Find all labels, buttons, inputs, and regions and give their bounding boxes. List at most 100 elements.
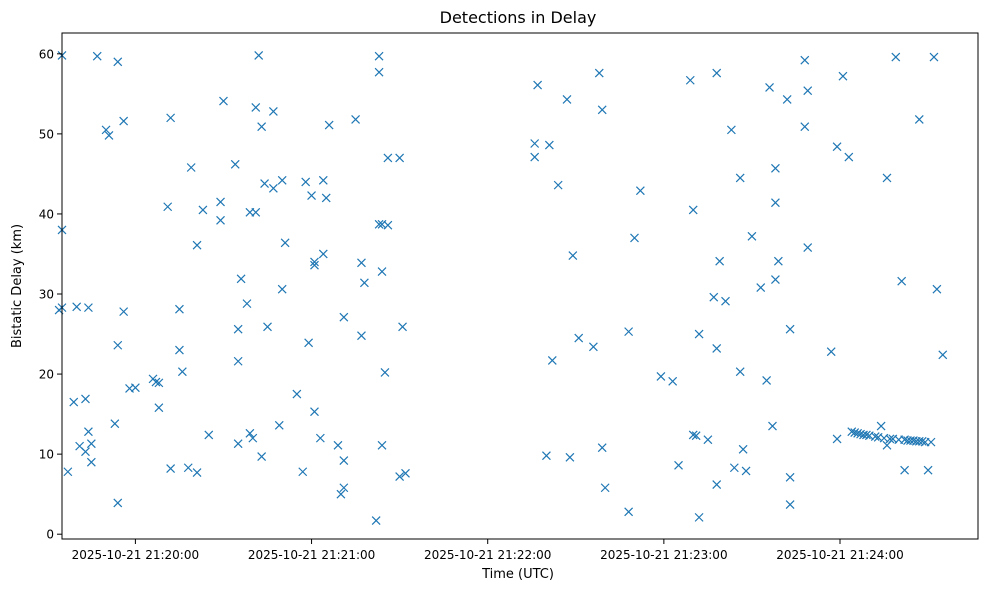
data-point	[119, 307, 129, 317]
data-point	[86, 457, 96, 467]
data-point	[735, 173, 745, 183]
data-point	[63, 467, 73, 477]
data-point	[882, 173, 892, 183]
data-point	[533, 80, 543, 90]
data-point	[530, 139, 540, 148]
data-point	[301, 177, 311, 187]
data-point	[186, 163, 196, 172]
data-point	[938, 350, 948, 360]
data-point	[726, 125, 736, 135]
data-point	[568, 251, 578, 261]
data-point	[691, 431, 701, 441]
data-point	[832, 434, 842, 444]
data-point	[729, 463, 739, 473]
data-point	[926, 437, 936, 447]
data-point	[260, 179, 270, 188]
data-point	[624, 507, 634, 517]
data-point	[850, 428, 860, 437]
data-point	[870, 432, 880, 441]
data-point	[177, 367, 187, 377]
data-point	[216, 197, 225, 207]
data-point	[254, 50, 264, 60]
y-axis-ticks: 0 10 20 30 40 50 60	[39, 47, 62, 542]
data-point	[113, 57, 123, 67]
data-point	[204, 430, 214, 440]
data-point	[263, 322, 272, 332]
data-point	[703, 435, 713, 445]
data-point	[553, 180, 563, 190]
data-point	[398, 322, 407, 332]
data-point	[113, 340, 123, 350]
x-tick-label: 2025-10-21 21:21:00	[248, 548, 375, 562]
data-point	[574, 333, 584, 343]
data-point	[339, 456, 349, 465]
data-point	[785, 472, 795, 482]
data-point	[236, 274, 246, 284]
data-point	[838, 71, 848, 81]
data-point	[83, 303, 93, 313]
data-point	[374, 219, 384, 229]
data-point	[770, 163, 780, 173]
data-point	[383, 153, 393, 163]
data-point	[891, 52, 901, 62]
chart-title: Detections in Delay	[440, 8, 597, 27]
data-point	[785, 324, 795, 334]
data-point	[277, 284, 287, 294]
data-point	[130, 383, 140, 393]
data-point	[154, 403, 164, 413]
data-point	[251, 207, 261, 217]
x-tick-label: 2025-10-21 21:22:00	[424, 548, 551, 562]
data-point	[81, 447, 90, 457]
data-point	[541, 451, 551, 461]
data-point	[862, 430, 871, 440]
data-point	[101, 125, 111, 135]
data-point	[932, 284, 942, 294]
data-point	[298, 467, 308, 477]
data-point	[307, 191, 316, 200]
y-axis-label: Bistatic Delay (km)	[10, 224, 25, 348]
data-point	[832, 142, 842, 152]
data-point	[395, 472, 405, 481]
data-point	[371, 516, 381, 526]
data-point	[104, 131, 114, 140]
data-point	[656, 372, 666, 381]
data-point	[230, 159, 240, 169]
data-point	[277, 175, 287, 185]
data-point	[876, 421, 886, 431]
data-point	[163, 202, 173, 212]
data-point	[219, 96, 228, 106]
data-point	[897, 276, 907, 286]
data-point	[251, 103, 261, 112]
data-point	[685, 75, 695, 85]
data-point	[715, 256, 725, 266]
data-point	[668, 376, 678, 386]
y-tick-label: 50	[39, 127, 54, 141]
data-point	[597, 105, 607, 115]
data-point	[709, 292, 719, 302]
data-point	[92, 51, 102, 61]
data-point	[562, 95, 572, 104]
data-point	[69, 397, 79, 407]
data-point	[785, 500, 795, 509]
data-point	[333, 440, 343, 450]
data-point	[383, 220, 393, 230]
data-point	[318, 175, 328, 185]
data-point	[377, 440, 387, 450]
data-point	[694, 512, 704, 522]
data-point	[72, 302, 82, 312]
data-point	[773, 256, 783, 266]
data-point	[324, 120, 334, 130]
data-point	[688, 205, 698, 215]
x-axis-ticks: 2025-10-21 21:20:00 2025-10-21 21:21:00 20…	[72, 539, 904, 562]
data-point	[712, 68, 722, 78]
data-point	[268, 183, 278, 193]
data-point	[357, 258, 366, 268]
x-axis-label: Time (UTC)	[481, 567, 554, 582]
data-point	[374, 67, 384, 77]
data-point	[600, 483, 610, 493]
y-tick-label: 30	[39, 288, 54, 302]
data-point	[192, 240, 202, 250]
data-point	[747, 231, 757, 241]
